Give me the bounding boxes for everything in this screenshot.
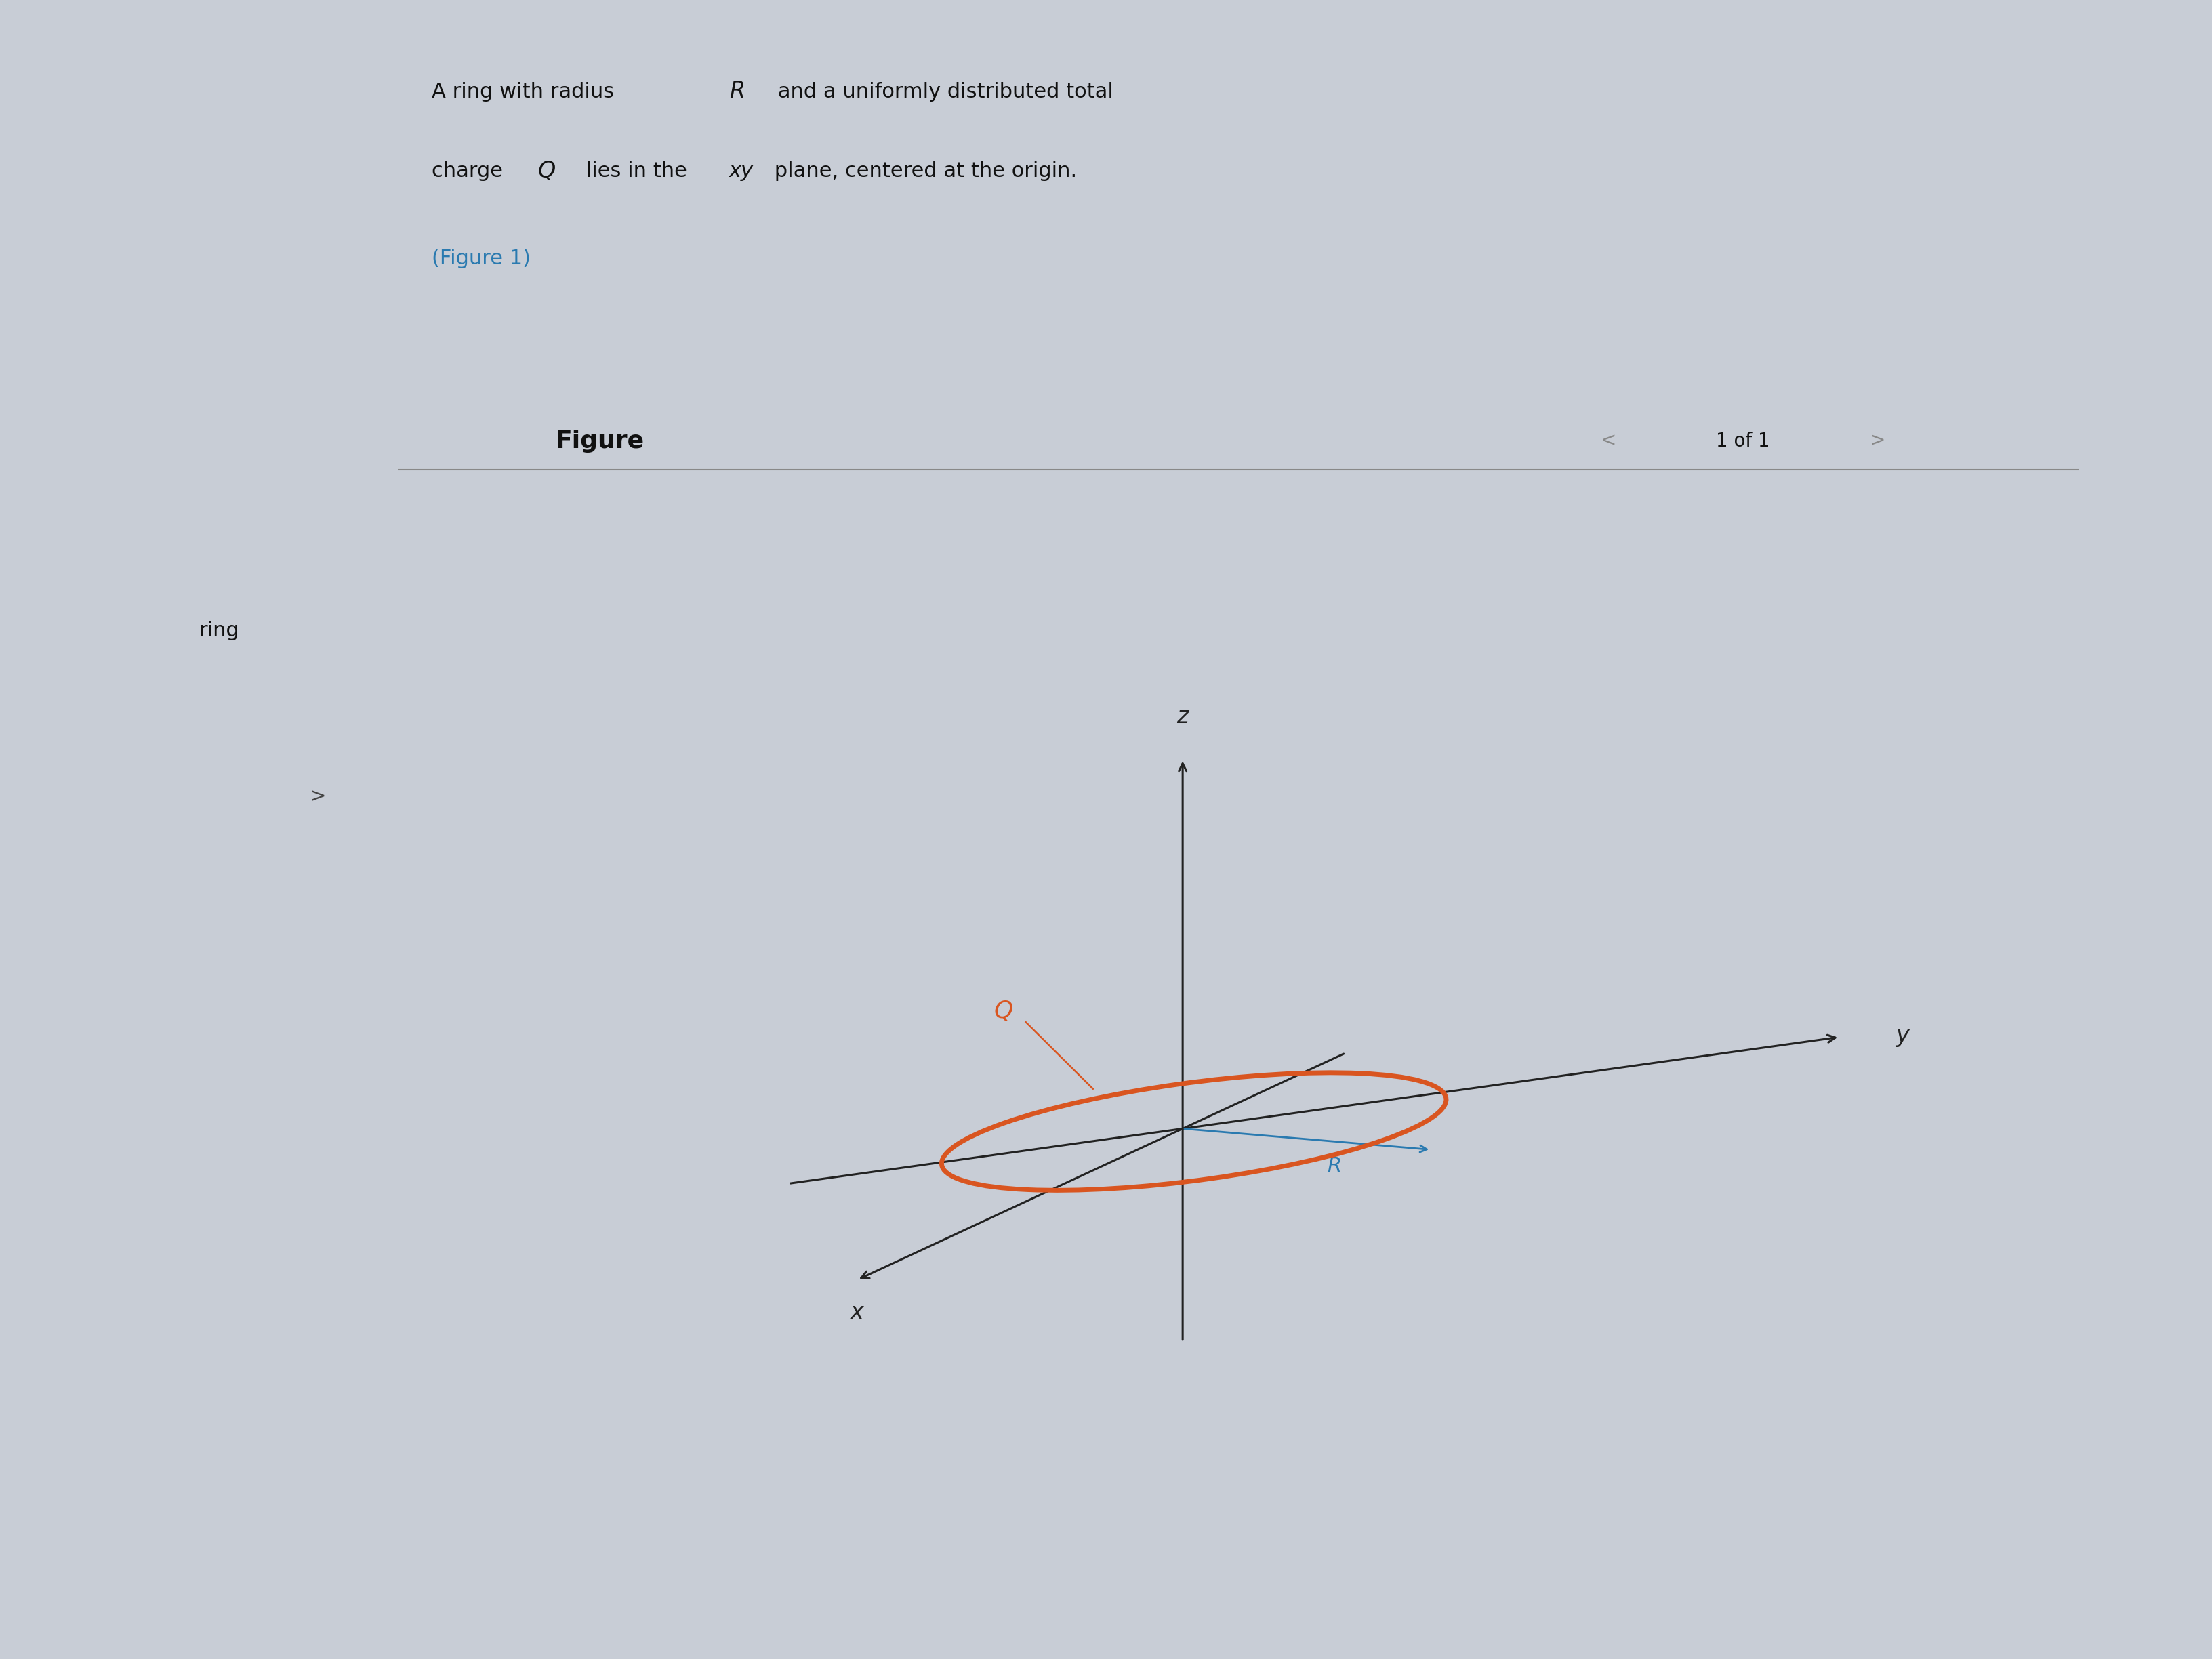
Text: plane, centered at the origin.: plane, centered at the origin. <box>768 161 1077 181</box>
Text: Figure: Figure <box>555 430 644 453</box>
Text: $Q$: $Q$ <box>993 999 1013 1022</box>
Text: >: > <box>1869 431 1885 450</box>
Text: xy: xy <box>730 161 754 181</box>
Text: z: z <box>1177 705 1188 728</box>
Text: $y$: $y$ <box>1896 1025 1911 1048</box>
Text: $R$: $R$ <box>1327 1156 1340 1176</box>
Text: >: > <box>310 786 327 806</box>
Text: $R$: $R$ <box>730 81 743 103</box>
Text: <: < <box>1601 431 1617 450</box>
Text: A ring with radius: A ring with radius <box>431 81 622 101</box>
Text: and a uniformly distributed total: and a uniformly distributed total <box>772 81 1113 101</box>
Text: lies in the: lies in the <box>580 161 695 181</box>
Text: ring: ring <box>199 620 239 640</box>
Text: 1 of 1: 1 of 1 <box>1717 431 1770 450</box>
Text: $x$: $x$ <box>849 1301 865 1324</box>
Text: $Q$: $Q$ <box>538 159 555 182</box>
Text: charge: charge <box>431 161 509 181</box>
Text: (Figure 1): (Figure 1) <box>431 249 531 269</box>
